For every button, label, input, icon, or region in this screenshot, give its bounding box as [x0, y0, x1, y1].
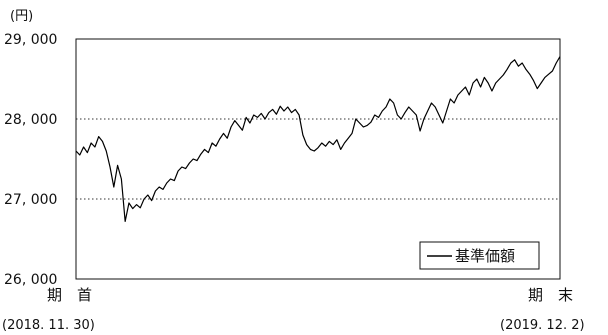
series-line-nav — [75, 56, 561, 222]
end-date-label: (2019. 12. 2) — [500, 318, 585, 333]
end-period-label: 期 末 — [528, 286, 573, 304]
y-axis-unit: (円) — [10, 9, 33, 24]
y-tick-label: 27, 000 — [4, 192, 57, 208]
y-tick-label: 28, 000 — [4, 112, 57, 128]
start-period-label: 期 首 — [47, 286, 92, 304]
plot-area — [75, 38, 561, 280]
gridlines — [76, 118, 560, 200]
legend-label: 基準価額 — [455, 247, 515, 265]
y-tick-label: 29, 000 — [4, 32, 57, 48]
y-axis-ticks: 29, 000 28, 000 27, 000 26, 000 — [4, 32, 57, 288]
x-axis-period-labels: 期 首 (2018. 11. 30) 期 末 (2019. 12. 2) — [2, 286, 585, 333]
legend: 基準価額 — [419, 241, 540, 270]
y-tick-label: 26, 000 — [4, 272, 57, 288]
start-date-label: (2018. 11. 30) — [2, 318, 95, 333]
